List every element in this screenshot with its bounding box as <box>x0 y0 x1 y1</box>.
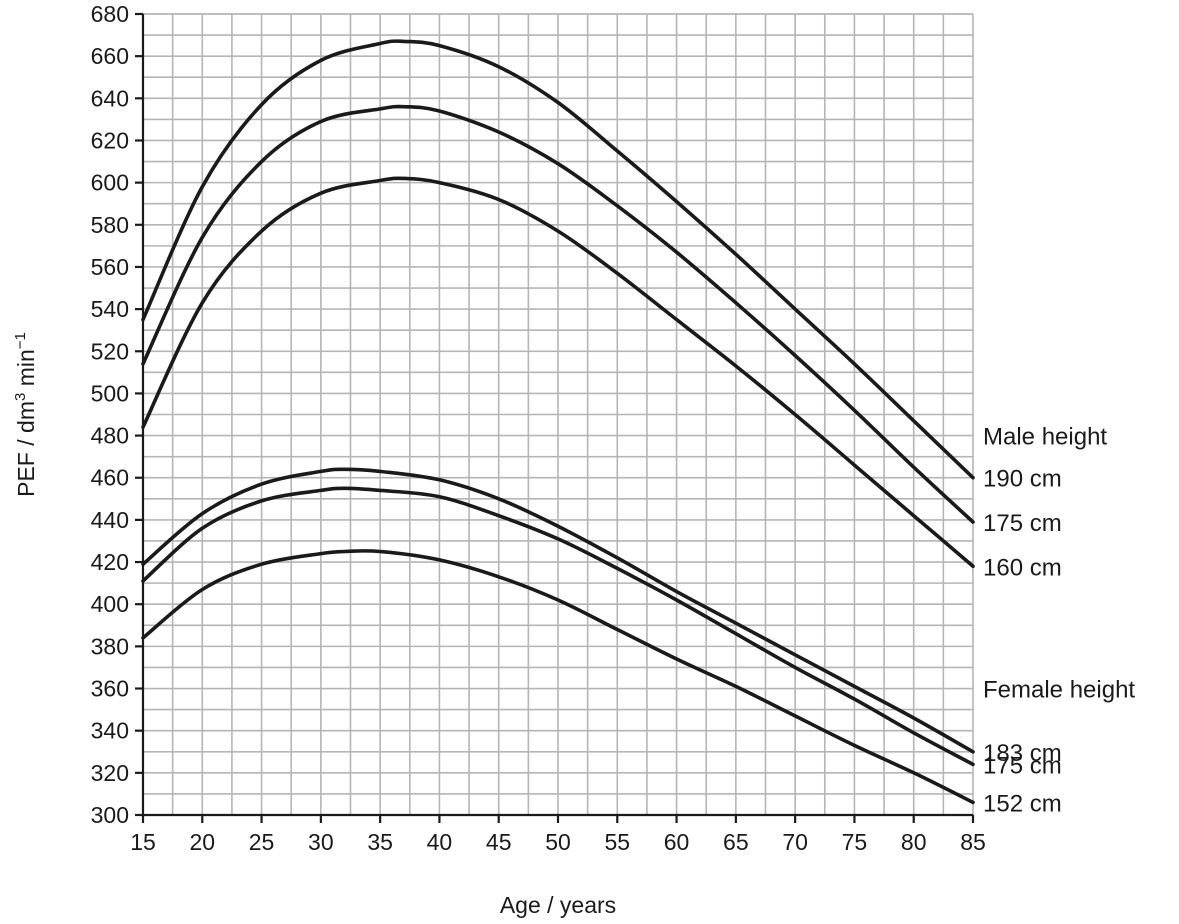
series-labels: Male height Female height 190 cm 175 cm 16… <box>983 424 1135 818</box>
series-line-male-190-cm <box>141 39 975 480</box>
y-tick-label: 620 <box>91 127 129 153</box>
y-tick-label: 360 <box>91 676 129 702</box>
y-axis-title-sup2: −1 <box>12 332 29 349</box>
x-tick-label: 30 <box>308 829 334 855</box>
y-axis-title: PEF / dm3 min−1 <box>12 332 39 497</box>
y-tick-label: 580 <box>91 212 129 238</box>
series-line-female-175-cm <box>141 486 975 767</box>
y-tick-label: 440 <box>91 507 129 533</box>
y-tick-label: 600 <box>91 170 129 196</box>
y-tick-label: 540 <box>91 296 129 322</box>
y-tick-label: 420 <box>91 549 129 575</box>
series-line-female-152-cm <box>141 549 975 805</box>
female-height-label: Female height <box>983 677 1135 704</box>
y-tick-label: 340 <box>91 718 129 744</box>
x-tick-label: 50 <box>545 829 571 855</box>
x-tick-label: 20 <box>189 829 215 855</box>
male-height-label: Male height <box>983 424 1107 451</box>
y-tick-label: 660 <box>91 43 129 69</box>
y-tick-label: 680 <box>91 1 129 27</box>
x-tick-label: 15 <box>130 829 156 855</box>
series-line-male-175-cm <box>141 104 975 524</box>
series-label-male: 175 cm <box>983 510 1062 537</box>
x-tick-label: 80 <box>901 829 927 855</box>
y-tick-label: 500 <box>91 380 129 406</box>
y-tick-label: 400 <box>91 591 129 617</box>
series-label-female: 152 cm <box>983 790 1062 817</box>
x-axis-title: Age / years <box>500 892 616 918</box>
series-label-male: 190 cm <box>983 466 1062 493</box>
y-tick-label: 320 <box>91 760 129 786</box>
x-tick-label: 60 <box>664 829 690 855</box>
series-line-female-183-cm <box>141 467 975 754</box>
series-label-female: 183 cm <box>983 740 1062 767</box>
x-tick-label: 85 <box>960 829 986 855</box>
y-axis-title-base: PEF / dm <box>13 401 39 497</box>
series-label-male: 160 cm <box>983 554 1062 581</box>
x-tick-label: 75 <box>842 829 868 855</box>
y-tick-label: 640 <box>91 85 129 111</box>
x-tick-label: 45 <box>486 829 512 855</box>
y-axis-title-mid: min <box>13 349 39 392</box>
y-tick-label: 560 <box>91 254 129 280</box>
x-tick-label: 40 <box>427 829 453 855</box>
x-tick-label: 35 <box>367 829 393 855</box>
y-tick-label: 460 <box>91 465 129 491</box>
x-tick-label: 55 <box>604 829 630 855</box>
y-axis-ticks: 300 320 340 360 380 400 420 440 460 480 500 520 540 5… <box>91 1 143 828</box>
series-lines <box>141 39 975 805</box>
y-tick-label: 520 <box>91 338 129 364</box>
major-gridlines <box>171 14 974 815</box>
y-tick-label: 300 <box>91 802 129 828</box>
y-tick-label: 380 <box>91 633 129 659</box>
x-tick-label: 65 <box>723 829 749 855</box>
x-tick-label: 25 <box>249 829 275 855</box>
series-label-female: 175 cm <box>983 752 1062 779</box>
x-axis-ticks: 15 20 25 30 35 40 45 50 55 60 65 70 75 80 85 <box>130 815 986 855</box>
y-axis-title-sup1: 3 <box>12 393 29 401</box>
x-tick-label: 70 <box>782 829 808 855</box>
y-tick-label: 480 <box>91 423 129 449</box>
series-line-male-160-cm <box>141 176 975 569</box>
